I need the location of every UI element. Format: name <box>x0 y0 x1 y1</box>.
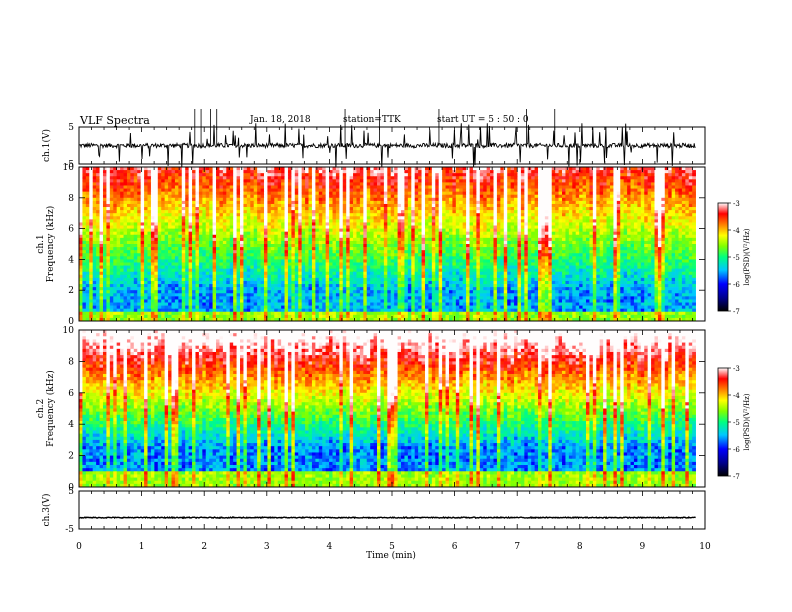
ch1-colorbar: -3 -4 -5 -6 -7 log(PSD)(V²/Hz) <box>718 200 751 316</box>
ch2-spectrogram-ytick: 2 <box>68 452 74 462</box>
ch2-spectrogram-ylabel-channel: ch.2 <box>36 399 46 418</box>
time-tick-label: 7 <box>514 542 520 552</box>
ch1-spectrogram-ytick: 2 <box>68 286 74 296</box>
ch1-colorbar-tick: -4 <box>733 227 740 235</box>
time-tick-label: 3 <box>264 542 270 552</box>
ch2-spectrogram-ytick: 4 <box>68 420 74 430</box>
time-tick-label: 2 <box>201 542 207 552</box>
ch2-colorbar-tick: -6 <box>733 446 740 454</box>
ch1-spectrogram-image <box>79 167 696 321</box>
ch1-colorbar-tick: -7 <box>733 308 740 316</box>
ch3-waveform-panel: 5 -5 ch.3(V) <box>41 487 705 535</box>
ch2-colorbar-tick: -7 <box>733 473 740 481</box>
ch1-waveform-ytick: 5 <box>68 123 74 133</box>
time-tick-label: 0 <box>76 542 82 552</box>
time-tick-label: 9 <box>640 542 646 552</box>
ch2-colorbar: -3 -4 -5 -6 -7 log(PSD)(V²/Hz) <box>718 365 751 481</box>
ch3-waveform-ytick: -5 <box>65 525 74 535</box>
ch1-spectrogram-ylabel-freq: Frequency (kHz) <box>45 206 56 283</box>
time-tick-label: 6 <box>452 542 458 552</box>
ch1-colorbar-tick: -6 <box>733 281 740 289</box>
ch3-waveform-ylabel: ch.3(V) <box>41 494 52 527</box>
ch1-spectrogram-ytick: 6 <box>68 225 74 235</box>
ch2-spectrogram-ylabel-freq: Frequency (kHz) <box>45 370 56 447</box>
ch3-waveform-trace <box>79 517 696 518</box>
ch3-waveform-ytick: 5 <box>68 487 74 497</box>
time-tick-label: 4 <box>327 542 333 552</box>
ch2-colorbar-tick: -4 <box>733 392 740 400</box>
ch2-spectrogram-image <box>79 330 696 487</box>
time-tick-label: 8 <box>577 542 583 552</box>
ch2-colorbar-scale <box>718 368 728 476</box>
ch1-colorbar-tick: -3 <box>733 200 740 208</box>
time-tick-label: 1 <box>139 542 145 552</box>
ch1-spectrogram-ytick: 10 <box>63 163 75 173</box>
ch1-colorbar-scale <box>718 203 728 311</box>
ch2-spectrogram-ytick: 10 <box>63 326 75 336</box>
ch1-colorbar-label: log(PSD)(V²/Hz) <box>743 228 751 285</box>
ch2-colorbar-tick: -3 <box>733 365 740 373</box>
ch1-colorbar-tick: -5 <box>733 254 740 262</box>
ch1-waveform-trace <box>79 123 696 167</box>
ch1-spectrogram-ylabel-channel: ch.1 <box>36 234 46 253</box>
ch1-waveform-panel: 5-5ch.1(V) <box>41 109 705 170</box>
ch2-spectrogram-ytick: 6 <box>68 389 74 399</box>
ch1-spectrogram-ytick: 8 <box>68 194 74 204</box>
ch1-spectrogram-ytick: 4 <box>68 255 74 265</box>
ch2-colorbar-label: log(PSD)(V²/Hz) <box>743 393 751 450</box>
time-axis-label: Time (min) <box>366 550 416 561</box>
ch2-spectrogram-ytick: 8 <box>68 357 74 367</box>
ch2-colorbar-tick: -5 <box>733 419 740 427</box>
time-tick-label: 10 <box>699 542 711 552</box>
ch3-waveform-frame <box>79 491 705 529</box>
ch1-waveform-ylabel: ch.1(V) <box>41 129 52 162</box>
